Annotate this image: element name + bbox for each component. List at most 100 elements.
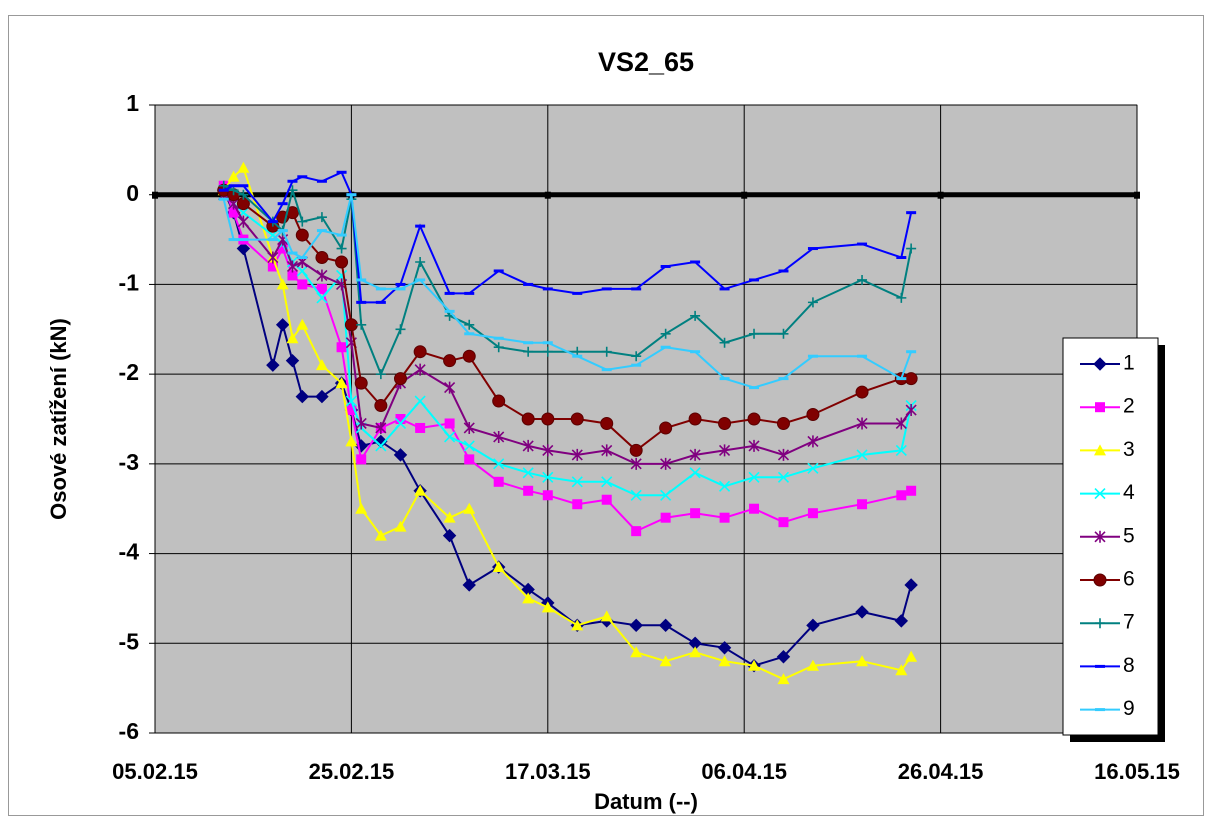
marker bbox=[778, 517, 789, 528]
series bbox=[218, 193, 917, 390]
marker bbox=[541, 412, 555, 426]
marker bbox=[415, 257, 426, 267]
marker bbox=[906, 485, 917, 496]
marker bbox=[658, 618, 673, 633]
marker bbox=[276, 278, 289, 290]
marker bbox=[777, 471, 790, 483]
marker bbox=[463, 421, 475, 434]
legend-label: 4 bbox=[1123, 481, 1135, 504]
legend-label: 8 bbox=[1123, 654, 1135, 677]
marker bbox=[394, 372, 407, 386]
marker bbox=[630, 646, 643, 658]
marker bbox=[295, 389, 310, 404]
marker bbox=[522, 592, 535, 604]
series bbox=[218, 180, 917, 537]
y-tick-label: -5 bbox=[119, 628, 140, 654]
marker bbox=[316, 212, 327, 223]
marker bbox=[375, 421, 387, 434]
marker bbox=[601, 346, 612, 357]
y-tick-label: -2 bbox=[119, 359, 139, 385]
marker bbox=[266, 358, 280, 372]
y-tick-label: -3 bbox=[119, 449, 139, 475]
marker bbox=[904, 372, 918, 386]
marker bbox=[629, 443, 643, 457]
marker bbox=[571, 448, 583, 461]
marker bbox=[749, 503, 760, 514]
marker bbox=[748, 659, 761, 671]
marker bbox=[316, 283, 327, 294]
marker bbox=[414, 395, 426, 407]
marker bbox=[316, 292, 328, 304]
marker bbox=[374, 529, 387, 541]
marker bbox=[749, 328, 760, 339]
marker bbox=[444, 381, 456, 394]
marker bbox=[806, 408, 820, 422]
marker bbox=[855, 385, 869, 399]
marker bbox=[267, 261, 278, 272]
marker bbox=[336, 342, 347, 353]
marker bbox=[747, 412, 761, 426]
marker bbox=[778, 328, 789, 339]
marker bbox=[462, 349, 476, 363]
marker bbox=[413, 345, 427, 359]
marker bbox=[275, 318, 290, 332]
marker bbox=[777, 673, 790, 685]
marker bbox=[522, 439, 534, 452]
marker bbox=[344, 318, 358, 332]
legend-label: 3 bbox=[1123, 438, 1135, 461]
marker bbox=[630, 457, 642, 470]
marker bbox=[895, 444, 907, 456]
marker bbox=[346, 405, 357, 416]
marker bbox=[660, 489, 672, 501]
marker bbox=[315, 251, 329, 265]
marker bbox=[394, 520, 407, 532]
marker bbox=[807, 435, 819, 448]
legend-items: 1 2 3 4 5 6 7 8 9 bbox=[1080, 352, 1135, 720]
y-tick-label: 0 bbox=[126, 180, 139, 206]
marker bbox=[523, 485, 534, 496]
plot-area bbox=[154, 104, 1138, 734]
marker bbox=[443, 511, 456, 523]
marker bbox=[1093, 573, 1107, 587]
legend-label: 2 bbox=[1123, 395, 1135, 418]
marker bbox=[395, 324, 406, 335]
marker bbox=[286, 332, 299, 344]
marker bbox=[906, 243, 917, 254]
legend-label: 1 bbox=[1123, 352, 1135, 375]
marker bbox=[493, 430, 505, 443]
legend-label: 5 bbox=[1123, 524, 1135, 547]
marker bbox=[571, 619, 584, 631]
marker bbox=[227, 170, 240, 182]
marker bbox=[570, 412, 584, 426]
marker bbox=[345, 395, 357, 407]
marker bbox=[267, 251, 279, 264]
legend-label: 7 bbox=[1123, 611, 1135, 634]
marker bbox=[659, 655, 672, 667]
marker bbox=[1093, 357, 1107, 371]
marker bbox=[807, 297, 818, 308]
marker bbox=[894, 614, 909, 628]
marker bbox=[717, 641, 732, 655]
marker bbox=[718, 416, 732, 430]
marker bbox=[335, 255, 349, 269]
marker bbox=[444, 431, 456, 443]
x-tick-label: 25.02.15 bbox=[309, 759, 395, 784]
marker bbox=[630, 489, 642, 501]
y-tick-label: -6 bbox=[119, 718, 139, 744]
marker bbox=[777, 448, 790, 461]
marker bbox=[659, 421, 673, 435]
marker bbox=[895, 664, 908, 676]
legend-label: 6 bbox=[1123, 568, 1135, 591]
marker bbox=[601, 476, 613, 488]
x-axis-label: Datum (--) bbox=[594, 789, 698, 814]
marker bbox=[295, 228, 309, 242]
marker bbox=[296, 265, 308, 277]
marker bbox=[374, 399, 388, 413]
legend-label: 9 bbox=[1123, 697, 1135, 720]
marker bbox=[522, 467, 534, 479]
y-tick-label: 1 bbox=[126, 90, 139, 116]
marker bbox=[1094, 488, 1106, 500]
marker bbox=[374, 434, 388, 449]
marker bbox=[354, 376, 368, 390]
marker bbox=[600, 610, 613, 622]
